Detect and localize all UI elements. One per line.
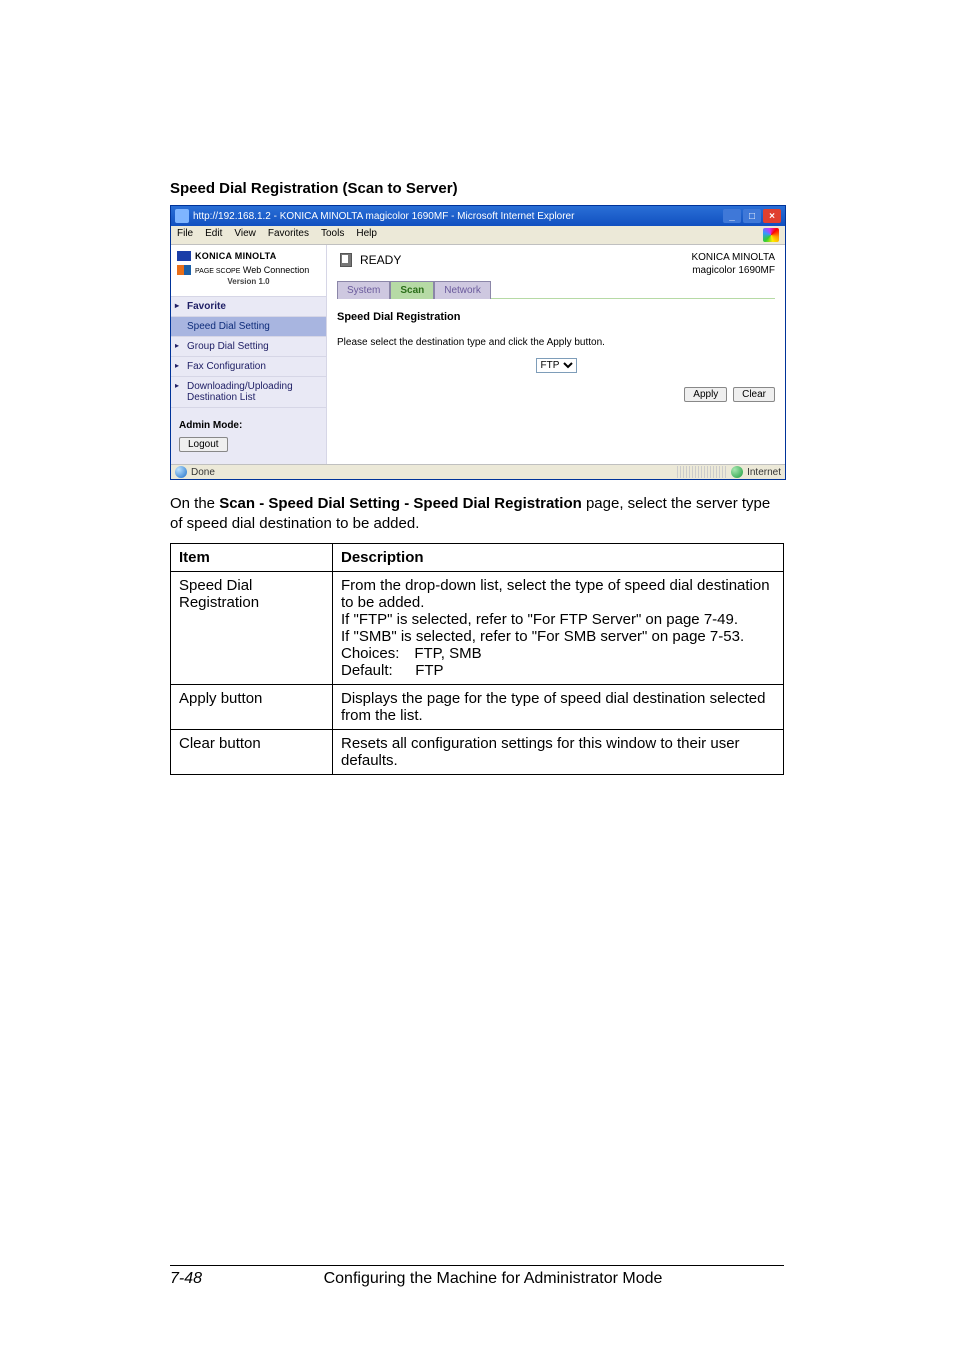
done-icon [175,466,187,478]
sidebar-item-favorite[interactable]: Favorite [171,297,326,317]
destination-type-select[interactable]: FTP [536,358,577,373]
menu-help[interactable]: Help [356,228,377,242]
table-header-description: Description [333,543,784,571]
page-number: 7-48 [170,1270,202,1288]
version-label: Version 1.0 [177,275,320,290]
tab-bar: System Scan Network [337,281,775,299]
table-cell-desc: Displays the page for the type of speed … [333,684,784,729]
konica-minolta-mark-icon [177,251,191,261]
brand-main: KONICA MINOLTA [195,251,277,261]
close-button[interactable]: × [763,209,781,223]
sidebar-item-speed-dial[interactable]: Speed Dial Setting [171,317,326,337]
browser-window: http://192.168.1.2 - KONICA MINOLTA magi… [170,205,786,480]
description-table: Item Description Speed Dial Registration… [170,543,784,775]
page-footer: 7-48 Configuring the Machine for Adminis… [170,1265,784,1288]
menu-tools[interactable]: Tools [321,228,344,242]
sidebar: KONICA MINOLTA PAGE SCOPE Web Connection… [171,245,327,464]
logout-button[interactable]: Logout [179,437,228,452]
panel-title: Speed Dial Registration [337,311,775,323]
panel-description: Please select the destination type and c… [337,337,775,348]
sidebar-item-fax-config[interactable]: Fax Configuration [171,357,326,377]
table-cell-item: Clear button [171,729,333,774]
table-row: Speed Dial Registration From the drop-do… [171,571,784,684]
table-row: Apply button Displays the page for the t… [171,684,784,729]
menu-bar: File Edit View Favorites Tools Help [171,226,785,245]
pagescope-mark-icon [177,265,191,275]
mode-label: Admin Mode: [179,420,318,431]
footer-title: Configuring the Machine for Administrato… [202,1270,784,1288]
menu-edit[interactable]: Edit [205,228,222,242]
clear-button[interactable]: Clear [733,387,775,402]
apply-button[interactable]: Apply [684,387,727,402]
model-info: KONICA MINOLTA magicolor 1690MF [691,251,775,277]
table-cell-item: Speed Dial Registration [171,571,333,684]
menu-favorites[interactable]: Favorites [268,228,309,242]
brand-sub: PAGE SCOPE Web Connection [195,265,309,275]
status-zone: Internet [747,467,781,478]
internet-zone-icon [731,466,743,478]
status-bar: Done Internet [171,464,785,479]
menu-view[interactable]: View [234,228,256,242]
ready-label: READY [360,253,401,267]
section-heading: Speed Dial Registration (Scan to Server) [170,180,784,197]
maximize-button[interactable]: □ [743,209,761,223]
sidebar-item-group-dial[interactable]: Group Dial Setting [171,337,326,357]
sidebar-item-download-upload[interactable]: Downloading/Uploading Destination List [171,377,326,408]
tab-system[interactable]: System [337,281,390,299]
status-divider [677,466,727,478]
table-cell-item: Apply button [171,684,333,729]
tab-network[interactable]: Network [434,281,491,299]
tab-scan[interactable]: Scan [390,281,434,299]
window-title: http://192.168.1.2 - KONICA MINOLTA magi… [193,211,719,222]
status-done: Done [191,467,215,478]
windows-logo-icon [763,228,779,242]
minimize-button[interactable]: _ [723,209,741,223]
table-header-item: Item [171,543,333,571]
instruction-paragraph: On the Scan - Speed Dial Setting - Speed… [170,494,784,535]
printer-icon [337,251,355,269]
ie-icon [175,209,189,223]
table-cell-desc: From the drop-down list, select the type… [333,571,784,684]
menu-file[interactable]: File [177,228,193,242]
table-cell-desc: Resets all configuration settings for th… [333,729,784,774]
main-panel: READY KONICA MINOLTA magicolor 1690MF Sy… [327,245,785,464]
window-titlebar: http://192.168.1.2 - KONICA MINOLTA magi… [171,206,785,226]
table-row: Clear button Resets all configuration se… [171,729,784,774]
